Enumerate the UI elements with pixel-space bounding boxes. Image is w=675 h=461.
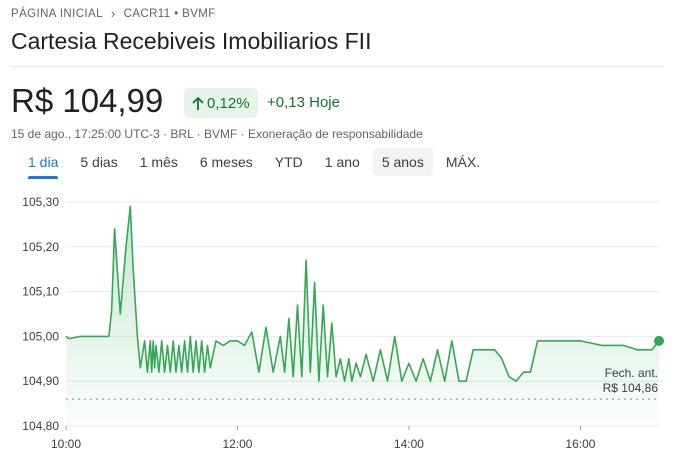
tab-2[interactable]: 1 mês [139, 154, 178, 170]
quote-meta: 15 de ago., 17:25:00 UTC-3 · BRL · BVMF … [11, 127, 423, 141]
tab-7[interactable]: MÁX. [445, 154, 481, 170]
y-tick-label: 104,90 [22, 374, 59, 388]
page-title: Cartesia Recebiveis Imobiliarios FII [11, 28, 372, 54]
y-tick-label: 105,10 [22, 285, 59, 299]
divider [11, 66, 663, 67]
last-price-dot [654, 335, 664, 346]
y-tick-label: 105,20 [22, 240, 59, 254]
previous-close-value: R$ 104,86 [602, 381, 658, 395]
chevron-right-icon: › [110, 6, 116, 21]
y-tick-label: 104,80 [22, 419, 59, 433]
y-tick-label: 105,00 [22, 329, 59, 343]
range-tabs: 1 dia 5 dias 1 mês 6 meses YTD 1 ano 5 anos MÁX… [19, 148, 489, 179]
x-tick-label: 10:00 [51, 437, 81, 451]
tab-4[interactable]: YTD [274, 154, 303, 170]
current-price: R$ 104,99 [11, 82, 164, 119]
change-percent-value: 0,12% [207, 94, 250, 112]
tab-5[interactable]: 1 ano [324, 154, 360, 170]
series-area [66, 206, 659, 426]
tab-3[interactable]: 6 meses [199, 154, 253, 170]
breadcrumb-home-link[interactable]: PÁGINA INICIAL [11, 7, 103, 20]
tab-6[interactable]: 5 anos [372, 148, 433, 176]
arrow-up-icon [192, 96, 204, 110]
x-tick-label: 14:00 [394, 437, 424, 451]
x-tick-label: 16:00 [565, 437, 595, 451]
x-tick-label: 12:00 [222, 437, 252, 451]
tab-0[interactable]: 1 dia [19, 148, 67, 179]
series-line [65, 205, 660, 382]
breadcrumb-ticker: CACR11 • BVMF [123, 7, 216, 20]
change-percent-badge: 0,12% [184, 88, 258, 118]
price-chart[interactable]: 104,80 104,90 105,00 105,10 105,20 105,30 10:0… [0, 180, 675, 461]
previous-close-caption: Fech. ant. [604, 366, 658, 380]
previous-close-label: Fech. ant. R$ 104,86 [603, 366, 658, 396]
y-tick-label: 105,30 [22, 195, 59, 209]
change-absolute: +0,13 Hoje [267, 94, 340, 111]
breadcrumb: PÁGINA INICIAL › CACR11 • BVMF [11, 6, 216, 21]
tab-1[interactable]: 5 dias [80, 154, 118, 170]
